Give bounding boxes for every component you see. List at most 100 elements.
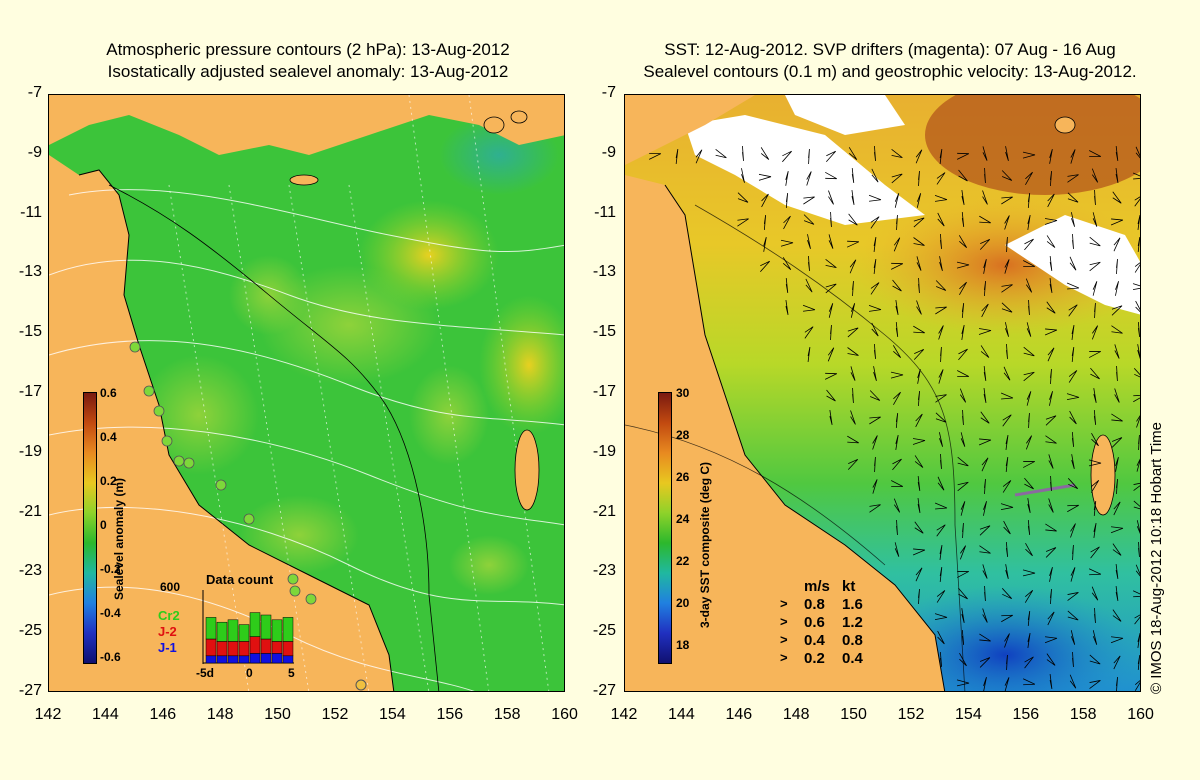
velocity-arrow [1071, 324, 1075, 340]
velocity-arrow [934, 502, 948, 510]
data-count-bar [282, 641, 294, 657]
velocity-arrow [1023, 371, 1035, 382]
velocity-arrow [1067, 504, 1079, 513]
velocity-arrow [960, 501, 966, 516]
velocity-arrow [916, 256, 922, 271]
velocity-arrow [826, 389, 836, 402]
velocity-arrow [1004, 215, 1010, 230]
data-count-title: Data count [206, 572, 274, 587]
data-count-ymax: 600 [160, 580, 181, 594]
velocity-arrow [1026, 391, 1032, 406]
velocity-arrow [1070, 567, 1076, 582]
velocity-arrow [847, 435, 859, 444]
y-tick-right: -19 [592, 442, 616, 460]
vl-arrow-icon: > [780, 614, 788, 629]
velocity-arrow [1047, 611, 1055, 626]
velocity-arrow [958, 348, 968, 361]
velocity-arrow [962, 522, 964, 539]
y-tick-right: -7 [601, 84, 616, 101]
sst-map [624, 94, 1141, 692]
velocity-arrow [1050, 368, 1052, 385]
velocity-arrow [979, 545, 991, 554]
velocity-arrow [1006, 236, 1008, 253]
velocity-arrow [828, 190, 834, 205]
velocity-arrow [1134, 614, 1140, 625]
data-count-bar [260, 614, 272, 640]
velocity-arrow [803, 196, 815, 205]
velocity-arrow [912, 548, 926, 556]
velocity-arrow [918, 390, 920, 407]
velocity-arrow [1089, 654, 1101, 665]
velocity-arrow [917, 369, 921, 384]
velocity-arrow [824, 372, 838, 380]
sst-colorbar [658, 392, 672, 664]
velocity-arrow [1003, 520, 1011, 535]
velocity-arrow [1027, 215, 1031, 230]
velocity-arrow [1049, 278, 1053, 294]
velocity-arrow [1116, 258, 1118, 275]
velocity-arrow [808, 148, 810, 165]
velocity-arrow [852, 280, 854, 297]
velocity-arrow [1048, 498, 1054, 513]
velocity-arrow [915, 567, 923, 582]
velocity-arrow [1089, 351, 1101, 358]
velocity-arrow [1138, 434, 1140, 451]
velocity-arrow [914, 521, 924, 534]
velocity-arrow [915, 413, 923, 428]
velocity-arrow [912, 438, 926, 445]
velocity-arrow [1070, 630, 1076, 645]
velocity-arrow [895, 412, 899, 428]
velocity-arrow [1047, 347, 1055, 362]
x-tick-right: 158 [1069, 706, 1097, 723]
velocity-arrow [1088, 568, 1102, 576]
velocity-arrow [1089, 150, 1101, 157]
sla-colorbar-tick: -0.4 [100, 606, 121, 620]
velocity-arrow [1137, 321, 1140, 338]
x-tick-left: 156 [436, 706, 464, 723]
legend-cr2: Cr2 [158, 608, 180, 623]
velocity-arrow [1134, 196, 1140, 207]
velocity-arrow [1067, 592, 1079, 601]
data-count-bar [282, 655, 294, 664]
velocity-arrow [1001, 588, 1013, 600]
velocity-arrow [1136, 458, 1140, 472]
velocity-arrow [741, 168, 745, 183]
velocity-arrow [870, 216, 880, 229]
velocity-arrow [870, 282, 880, 295]
velocity-arrow [849, 259, 857, 274]
velocity-arrow [1132, 172, 1140, 180]
velocity-arrow [983, 388, 987, 404]
velocity-arrow [1137, 633, 1140, 648]
velocity-arrow [913, 325, 925, 334]
velocity-arrow [1115, 457, 1119, 472]
sla-colorbar-tick: 0.2 [100, 474, 117, 488]
velocity-arrow [1067, 478, 1079, 490]
velocity-arrow [982, 608, 988, 623]
velocity-arrow [1111, 305, 1123, 316]
velocity-arrow [1090, 367, 1100, 380]
velocity-arrow [979, 238, 991, 250]
velocity-arrow [892, 279, 902, 292]
y-tick-right: -17 [592, 383, 616, 400]
right-title-line2: Sealevel contours (0.1 m) and geostrophi… [643, 62, 1137, 81]
y-tick-right: -15 [592, 323, 616, 341]
velocity-arrow [961, 608, 965, 623]
velocity-arrow [1006, 343, 1008, 360]
velocity-arrow [1132, 590, 1140, 598]
velocity-arrow [895, 322, 899, 338]
velocity-arrow [894, 542, 900, 557]
velocity-arrow [980, 411, 990, 424]
x-tick-right: 156 [1012, 706, 1040, 723]
velocity-arrow [846, 240, 860, 248]
velocity-arrow [1067, 174, 1079, 183]
x-tick-left: 146 [149, 706, 177, 723]
velocity-arrow [981, 303, 989, 318]
y-tick-right: -9 [601, 143, 616, 161]
sla-colorbar [83, 392, 97, 664]
data-count-bar [216, 641, 228, 657]
velocity-arrow [956, 152, 970, 160]
velocity-arrow [1022, 678, 1036, 686]
velocity-arrow [979, 525, 991, 536]
vl-kt: 0.8 [842, 632, 863, 649]
velocity-arrow [1112, 609, 1122, 622]
